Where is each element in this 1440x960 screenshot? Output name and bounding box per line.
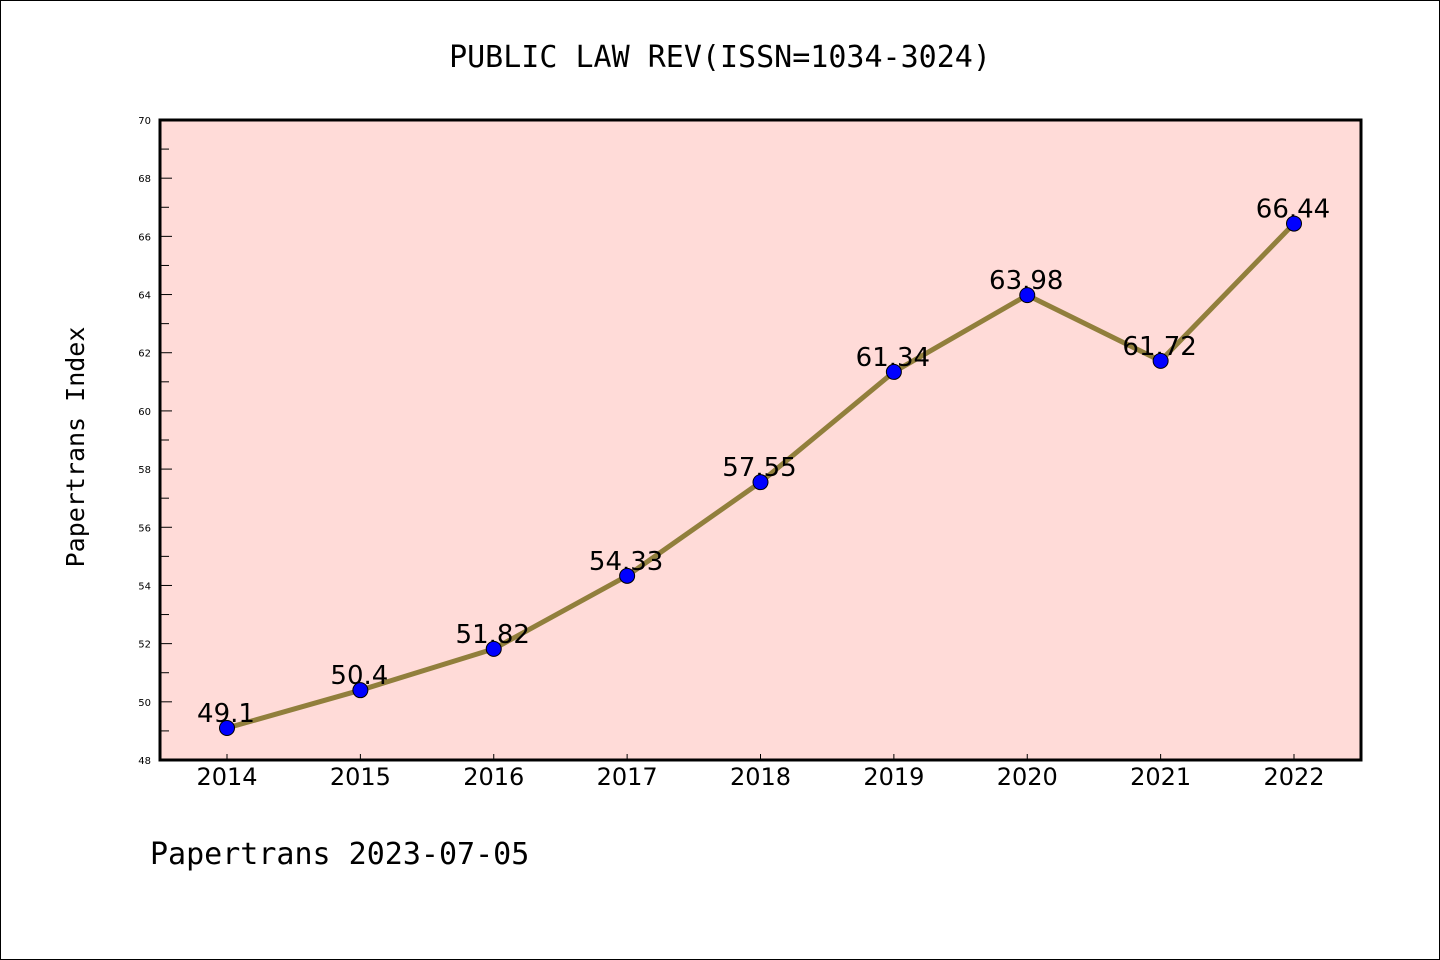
data-point xyxy=(885,363,902,380)
x-tick-label: 2021 xyxy=(1130,763,1191,791)
footer-text: Papertrans 2023-07-05 xyxy=(150,837,529,872)
data-point xyxy=(219,720,235,736)
y-tick-label: 64 xyxy=(138,291,151,302)
plot-area xyxy=(160,120,1361,760)
x-tick-label: 2017 xyxy=(597,763,658,791)
data-point xyxy=(485,640,502,657)
x-tick-label: 2016 xyxy=(463,763,524,791)
y-axis-label: Papertrans Index xyxy=(61,327,90,568)
x-tick-label: 2018 xyxy=(730,763,791,791)
data-point xyxy=(1286,215,1302,232)
x-tick-label: 2020 xyxy=(997,763,1058,791)
data-point xyxy=(352,682,369,699)
x-tick-label: 2022 xyxy=(1263,763,1324,791)
series-markers xyxy=(219,215,1302,736)
y-tick-label: 70 xyxy=(138,116,151,127)
y-tick-label: 66 xyxy=(138,232,151,243)
y-tick-label: 54 xyxy=(138,581,151,592)
x-tick-label: 2019 xyxy=(863,763,924,791)
y-tick-label: 48 xyxy=(138,756,151,767)
data-point xyxy=(1019,287,1036,304)
plot-border xyxy=(158,118,1363,762)
x-tick-label: 2014 xyxy=(196,763,257,791)
data-point xyxy=(752,474,769,491)
y-tick-label: 50 xyxy=(138,698,151,709)
y-tick-label: 62 xyxy=(138,349,151,360)
x-axis: 2014 2015 2016 2017 2018 2019 2020 2021 2022 xyxy=(196,754,1325,791)
chart-title: PUBLIC LAW REV(ISSN=1034-3024) xyxy=(449,40,991,75)
y-tick-label: 60 xyxy=(138,407,151,418)
y-tick-label: 58 xyxy=(138,465,151,476)
y-tick-label: 56 xyxy=(138,523,151,534)
y-tick-label: 68 xyxy=(138,174,151,185)
data-point xyxy=(1152,352,1169,369)
y-tick-label: 52 xyxy=(138,640,151,651)
data-point xyxy=(619,567,636,584)
x-tick-label: 2015 xyxy=(330,763,391,791)
